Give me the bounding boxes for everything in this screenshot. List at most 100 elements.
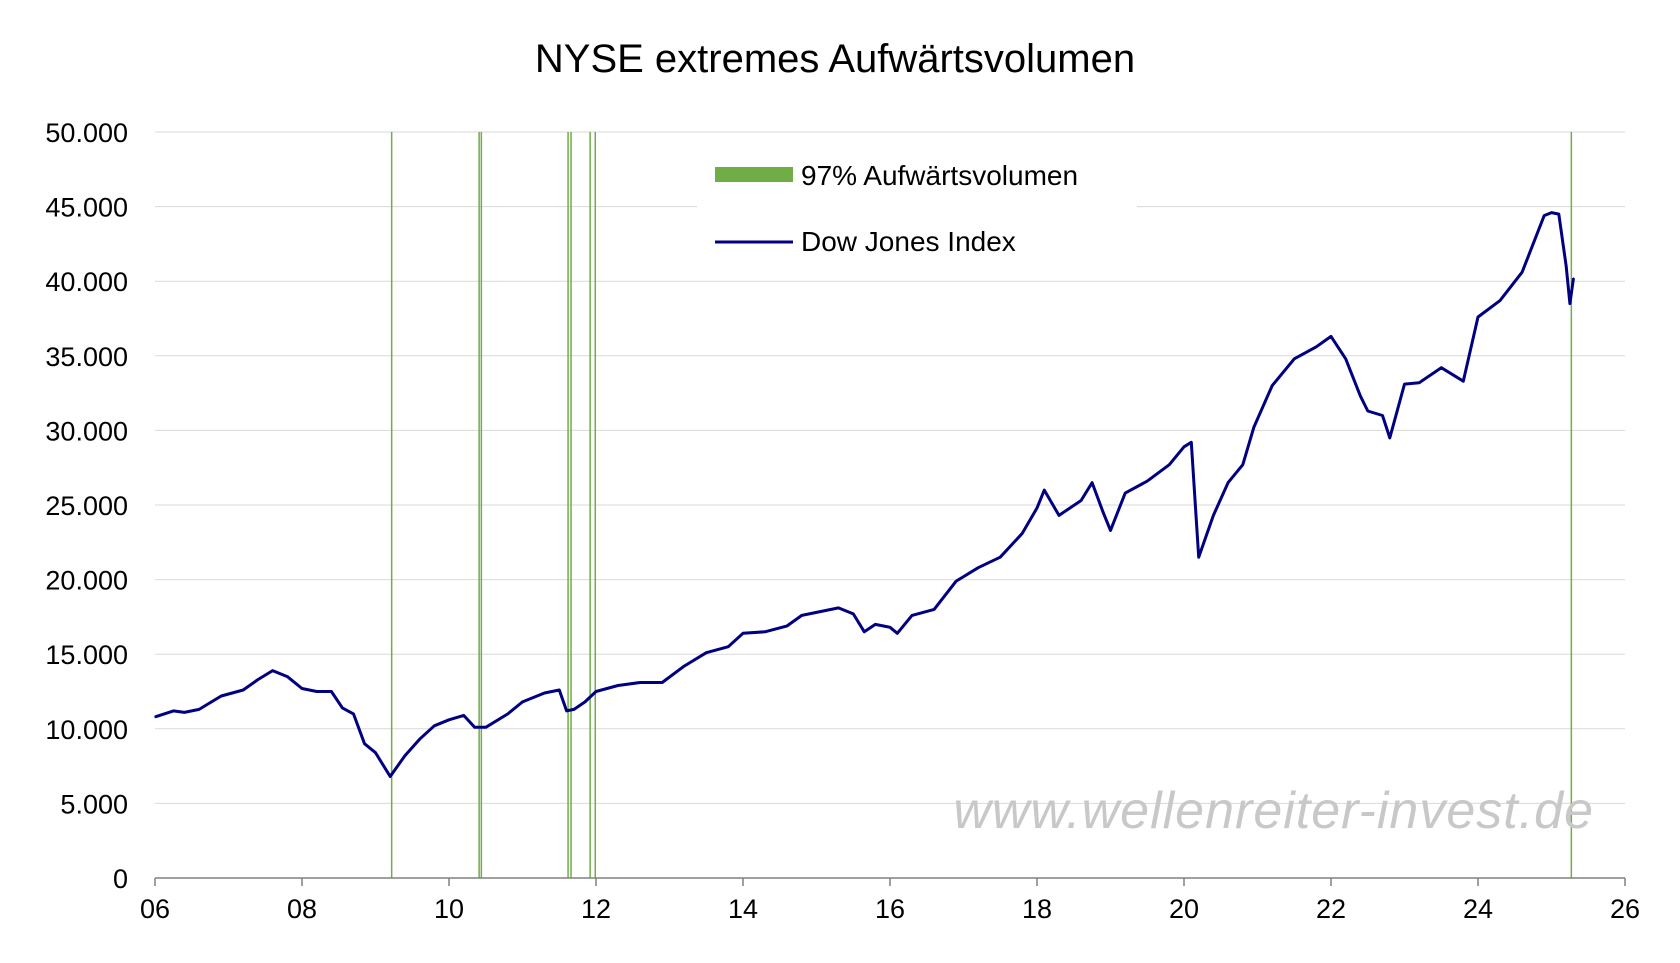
dow-jones-point: [1021, 532, 1024, 535]
dow-jones-point: [507, 713, 509, 715]
dow-jones-point: [1418, 381, 1420, 384]
dow-jones-point: [896, 632, 899, 635]
dow-jones-point: [786, 625, 788, 627]
y-tick-label: 15.000: [45, 640, 128, 670]
x-tick-label: 12: [581, 894, 611, 924]
legend-label-upvolume: 97% Aufwärtsvolumen: [801, 160, 1078, 191]
dow-jones-point: [1315, 346, 1318, 348]
dow-jones-point: [852, 613, 855, 615]
dow-jones-point: [565, 710, 568, 712]
dow-jones-point: [1293, 358, 1296, 360]
dow-jones-point: [705, 651, 708, 654]
dow-jones-point: [1477, 316, 1479, 318]
dow-jones-point: [220, 695, 222, 697]
x-tick-label: 22: [1316, 894, 1346, 924]
watermark: www.wellenreiter-invest.de: [953, 782, 1594, 840]
dow-jones-point: [1168, 463, 1171, 466]
dow-jones-point: [433, 725, 436, 727]
dow-jones-point: [315, 690, 318, 693]
dow-jones-point: [1058, 514, 1060, 517]
x-tick-label: 24: [1463, 894, 1493, 924]
x-tick-label: 18: [1022, 894, 1052, 924]
dow-jones-point: [1440, 366, 1443, 369]
dow-jones-point: [1212, 514, 1215, 517]
dow-jones-point: [933, 608, 935, 611]
dow-jones-point: [889, 626, 891, 629]
dow-jones-point: [742, 632, 744, 635]
dow-jones-point: [727, 645, 730, 648]
dow-jones-point: [418, 738, 421, 740]
dow-jones-point: [999, 556, 1001, 558]
dow-jones-point: [363, 742, 366, 745]
dow-jones-point: [183, 711, 186, 714]
dow-jones-point: [573, 708, 575, 711]
dow-jones-point: [1499, 299, 1501, 302]
y-tick-label: 5.000: [60, 789, 128, 819]
dow-jones-point: [1521, 271, 1523, 274]
y-tick-label: 50.000: [45, 118, 128, 148]
dow-jones-point: [558, 689, 561, 691]
dow-jones-point: [1036, 507, 1038, 509]
dow-jones-point: [1102, 511, 1104, 514]
dow-jones-point: [1080, 499, 1082, 502]
dow-jones-point: [404, 754, 406, 757]
dow-jones-point: [1183, 446, 1185, 448]
dow-jones-point: [1190, 441, 1193, 444]
dow-jones-point: [473, 726, 476, 729]
legend-label-dow: Dow Jones Index: [801, 226, 1016, 257]
dow-jones-point: [595, 690, 597, 693]
dow-jones-point: [1569, 302, 1571, 305]
dow-jones-point: [584, 701, 586, 703]
dow-jones-point: [815, 611, 818, 614]
series-dow-jones: [154, 211, 1575, 778]
dow-jones-point: [764, 631, 766, 633]
legend: 97% Aufwärtsvolumen Dow Jones Index: [697, 148, 1137, 276]
dow-jones-point: [448, 719, 450, 721]
dow-jones-point: [1462, 380, 1465, 383]
x-tick-label: 10: [434, 894, 464, 924]
dow-jones-point: [198, 708, 200, 711]
dow-jones-point: [1367, 410, 1369, 412]
dow-jones-point: [485, 726, 487, 729]
dow-jones-point: [286, 675, 289, 678]
dow-jones-point: [1572, 277, 1575, 280]
y-tick-label: 20.000: [45, 566, 128, 596]
dow-jones-point: [874, 623, 877, 626]
dow-jones-point: [374, 751, 377, 754]
dow-jones-point: [1543, 214, 1545, 217]
y-tick-label: 0: [113, 864, 128, 894]
legend-swatch-upvolume: [715, 167, 793, 182]
dow-jones-point: [154, 716, 156, 718]
y-tick-label: 25.000: [45, 491, 128, 521]
dow-jones-point: [617, 684, 619, 687]
x-tick-label: 16: [875, 894, 905, 924]
dow-jones-point: [911, 614, 913, 617]
dow-jones-point: [1091, 481, 1093, 484]
dow-jones-point: [863, 631, 866, 633]
dow-jones-point: [462, 714, 465, 717]
dow-jones-point: [257, 678, 259, 681]
event-lines: [390, 132, 1573, 878]
dow-jones-point: [955, 580, 957, 582]
dow-jones-point: [1403, 383, 1406, 385]
y-tick-label: 35.000: [45, 342, 128, 372]
dow-jones-point: [1242, 463, 1244, 466]
dow-jones-point: [1146, 480, 1149, 482]
dow-jones-point: [389, 775, 392, 778]
y-tick-label: 40.000: [45, 267, 128, 297]
dow-jones-point: [301, 687, 303, 690]
x-tick-label: 26: [1610, 894, 1640, 924]
dow-jones-point: [1565, 265, 1567, 268]
dow-jones-point: [801, 614, 803, 617]
dow-jones-point: [1389, 437, 1391, 439]
dow-jones-point: [521, 701, 524, 703]
dow-jones-point: [352, 713, 355, 715]
dow-jones-point: [1124, 492, 1126, 494]
dow-jones-point: [837, 607, 840, 609]
dow-jones-point: [977, 566, 979, 569]
y-tick-label: 45.000: [45, 193, 128, 223]
x-tick-label: 20: [1169, 894, 1199, 924]
dow-jones-point: [1253, 426, 1255, 429]
dow-jones-point: [1109, 529, 1112, 532]
